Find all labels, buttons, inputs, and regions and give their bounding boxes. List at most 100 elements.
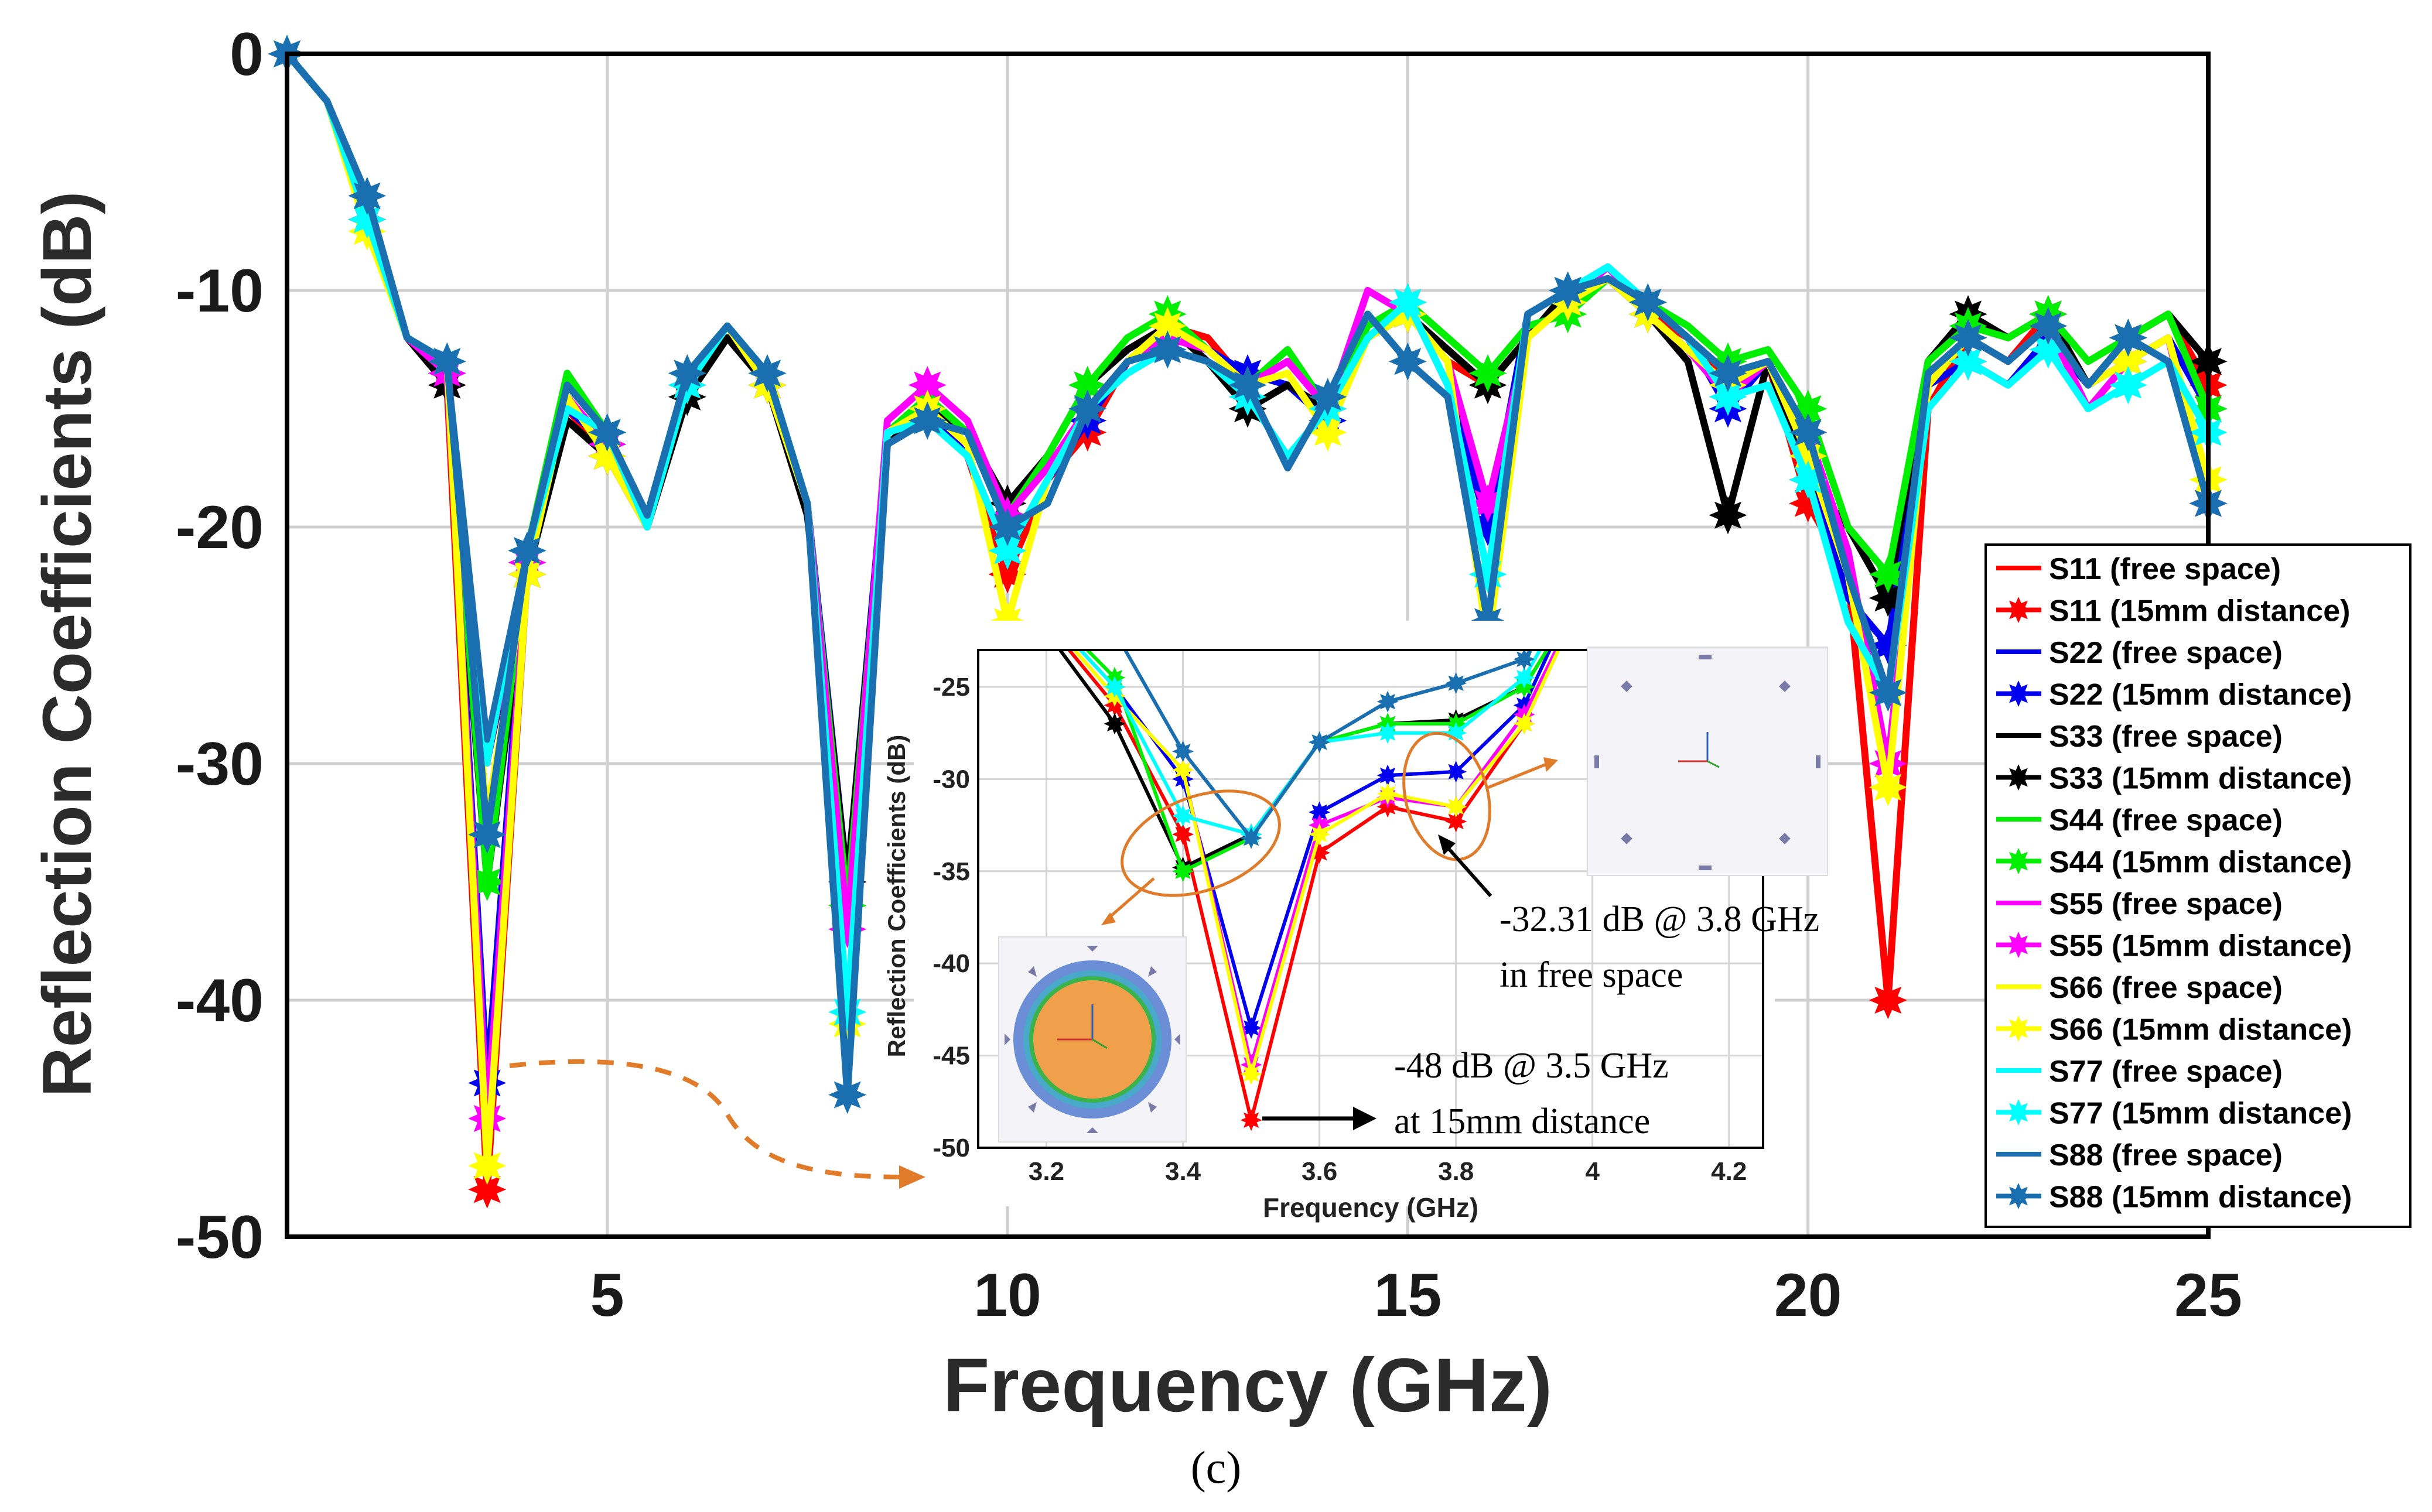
legend-marker-s33-15mm-distance (2005, 764, 2032, 791)
inset-marker-s88 (1513, 650, 1535, 671)
marker-s88-15mm-distance (428, 342, 466, 381)
inset-marker-s88 (1445, 672, 1467, 695)
legend-label-s55-15mm-distance: S55 (15mm distance) (2049, 929, 2352, 963)
legend-marker-s55-15mm-distance (2005, 931, 2032, 959)
marker-s88-15mm-distance (1148, 330, 1187, 369)
inset-marker-s66 (1172, 759, 1194, 781)
inset-marker-s22 (1376, 764, 1399, 786)
marker-s88-15mm-distance (668, 354, 706, 392)
main-y-tick-label: -40 (176, 967, 264, 1035)
main-x-tick-label: 10 (974, 1261, 1041, 1329)
marker-s88-15mm-distance (1388, 342, 1427, 381)
legend-label-s66-15mm-distance: S66 (15mm distance) (2049, 1013, 2352, 1047)
legend-marker-s11-15mm-distance (2005, 596, 2032, 624)
inset-marker-s77 (1513, 666, 1535, 689)
inset-marker-s44 (1172, 860, 1194, 882)
inset-marker-s22 (1240, 1017, 1262, 1039)
marker-s33-15mm-distance (1709, 496, 1747, 535)
annotation-3p8-line1: -32.31 dB @ 3.8 GHz (1499, 899, 1819, 939)
legend: S11 (free space) S11 (15mm distance) S22 (… (1984, 543, 2411, 1228)
marker-s88-15mm-distance (1068, 389, 1107, 428)
marker-s44-15mm-distance (1468, 354, 1507, 392)
marker-s88-15mm-distance (1789, 413, 1828, 451)
marker-s88-15mm-distance (988, 508, 1027, 546)
inset-y-tick-label: -40 (933, 949, 970, 978)
inset-marker-s22 (1445, 761, 1467, 783)
marker-s88-15mm-distance (1869, 673, 1907, 712)
legend-marker-s77-15mm-distance (2005, 1099, 2032, 1126)
inset-y-axis-label: Reflection Coefficients (dB) (883, 735, 910, 1058)
main-x-tick-label: 5 (590, 1261, 624, 1329)
legend-marker-s22-15mm-distance (2005, 680, 2032, 707)
inset-plot-frame (977, 649, 1764, 1149)
highlight-ellipse-right (1402, 731, 1491, 861)
inset-marker-s66 (1445, 796, 1467, 818)
marker-s44-15mm-distance (1869, 555, 1907, 594)
main-x-tick-label: 20 (1774, 1261, 1842, 1329)
marker-s88-15mm-distance (2109, 319, 2147, 357)
marker-s88-15mm-distance (908, 401, 947, 440)
legend-label-s22-15mm-distance: S22 (15mm distance) (2049, 678, 2352, 712)
legend-label-s55-free-space: S55 (free space) (2049, 887, 2283, 921)
orange-arrowhead-left (1101, 912, 1116, 925)
annotation-arrow-3p8 (1442, 842, 1492, 897)
main-x-tick-label: 15 (1374, 1261, 1442, 1329)
legend-label-s33-15mm-distance: S33 (15mm distance) (2049, 762, 2352, 796)
legend-marker-s44-15mm-distance (2005, 847, 2032, 875)
marker-s88-15mm-distance (1949, 319, 1987, 357)
main-y-axis-label: Reflection Coefficients (dB) (29, 191, 106, 1097)
inset-marker-s66 (1376, 783, 1399, 805)
inset-y-tick-label: -50 (933, 1134, 970, 1162)
marker-s88-15mm-distance (508, 531, 546, 570)
inset-y-tick-label: -45 (933, 1042, 970, 1070)
inset-y-tick-label: -35 (933, 857, 970, 886)
inset-x-tick-label: 3.8 (1438, 1157, 1474, 1186)
inset-marker-s88 (1172, 740, 1194, 762)
legend-label-s77-free-space: S77 (free space) (2049, 1055, 2283, 1089)
legend-marker-s88-15mm-distance (2005, 1182, 2032, 1210)
marker-s88-15mm-distance (348, 176, 387, 215)
legend-label-s44-15mm-distance: S44 (15mm distance) (2049, 846, 2352, 880)
main-x-tick-label: 25 (2174, 1261, 2242, 1329)
inset-marker-s77 (1104, 676, 1126, 698)
highlight-ellipse-left (1121, 789, 1281, 897)
marker-s88-15mm-distance (1549, 271, 1587, 310)
marker-s11-15mm-distance (468, 1170, 507, 1209)
legend-label-s66-free-space: S66 (free space) (2049, 971, 2283, 1005)
inset-marker-s88 (1240, 827, 1262, 849)
marker-s77-15mm-distance (828, 993, 867, 1031)
marker-s77-15mm-distance (1949, 342, 1987, 381)
marker-s88-15mm-distance (1309, 378, 1347, 416)
annotation-3p8-line2: in free space (1499, 955, 1683, 995)
inset-marker-s88 (1309, 731, 1331, 753)
annotation-3p5-line2: at 15mm distance (1394, 1101, 1650, 1141)
legend-label-s77-15mm-distance: S77 (15mm distance) (2049, 1097, 2352, 1131)
main-y-tick-label: -20 (176, 494, 264, 562)
antenna-image-circular (998, 936, 1187, 1142)
legend-label-s88-free-space: S88 (free space) (2049, 1138, 2283, 1172)
legend-label-s88-15mm-distance: S88 (15mm distance) (2049, 1181, 2352, 1215)
marker-s66-15mm-distance (468, 1147, 507, 1185)
main-x-axis-label: Frequency (GHz) (943, 1342, 1552, 1428)
main-y-tick-label: -50 (176, 1203, 264, 1271)
marker-s88-15mm-distance (468, 815, 507, 854)
main-tick-labels: 5 10 15 20 25 0 -10 -20 -30 -40 -50 (176, 20, 2242, 1329)
marker-s66-15mm-distance (1869, 768, 1907, 806)
marker-s77-15mm-distance (988, 531, 1027, 570)
inset-y-tick-label: -30 (933, 765, 970, 793)
inset-marker-s33 (1104, 713, 1126, 735)
inset-x-tick-label: 4 (1585, 1157, 1600, 1186)
main-y-tick-label: -10 (176, 257, 264, 325)
inset-marker-s66 (1309, 823, 1331, 846)
legend-box (1984, 543, 2411, 1228)
inset-marker-s11 (1172, 823, 1194, 846)
legend-marker-s66-15mm-distance (2005, 1015, 2032, 1042)
marker-s88-15mm-distance (1228, 366, 1267, 405)
marker-s88-15mm-distance (588, 413, 627, 451)
inset-series-clip (1058, 650, 1560, 1131)
legend-label-s11-free-space: S11 (free space) (2049, 552, 2281, 586)
inset-marker-s77 (1376, 722, 1399, 744)
inset-marker-s88 (1376, 690, 1399, 713)
